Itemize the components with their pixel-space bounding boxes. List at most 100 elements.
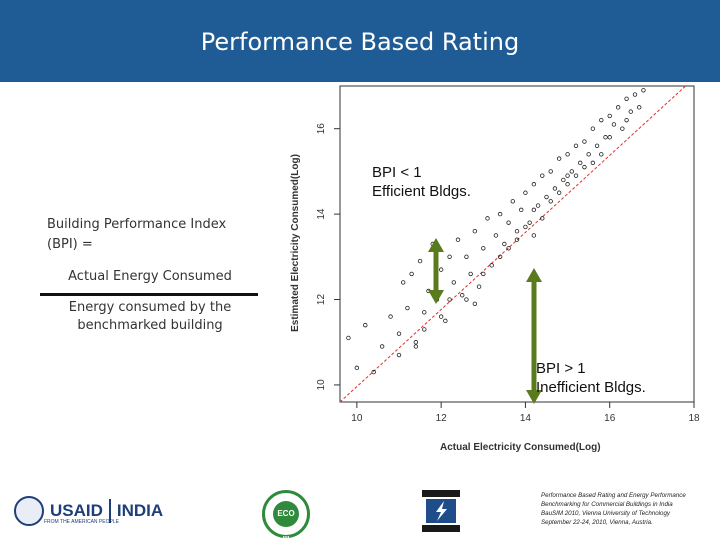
data-point bbox=[464, 254, 469, 260]
x-axis-label: Actual Electricity Consumed(Log) bbox=[440, 442, 601, 453]
data-point bbox=[346, 335, 351, 341]
data-point bbox=[497, 254, 503, 260]
data-point bbox=[582, 139, 587, 144]
data-point bbox=[506, 220, 511, 225]
data-point bbox=[573, 143, 579, 148]
usaid-logo: USAID INDIA bbox=[14, 496, 163, 526]
title-bar: Performance Based Rating bbox=[0, 0, 720, 82]
data-point bbox=[565, 152, 570, 157]
inefficient-note-line1: BPI > 1 bbox=[536, 360, 586, 377]
data-point bbox=[540, 216, 545, 221]
data-point bbox=[624, 117, 629, 123]
inefficient-note-line2: Inefficient Bldgs. bbox=[536, 379, 646, 396]
data-point bbox=[523, 224, 528, 230]
data-point bbox=[611, 122, 617, 127]
data-point bbox=[527, 220, 532, 225]
data-point bbox=[519, 207, 524, 213]
data-point bbox=[544, 194, 549, 200]
usaid-tagline: FROM THE AMERICAN PEOPLE bbox=[44, 519, 119, 525]
data-point bbox=[371, 369, 376, 375]
data-point bbox=[472, 301, 478, 306]
denominator-line2: benchmarked building bbox=[77, 318, 223, 333]
x-tick-label: 18 bbox=[688, 413, 700, 424]
data-point bbox=[607, 113, 612, 119]
data-point bbox=[451, 280, 456, 285]
data-point bbox=[455, 237, 461, 242]
plot-frame bbox=[339, 85, 695, 403]
data-point bbox=[489, 263, 494, 268]
x-tick-label: 16 bbox=[604, 413, 616, 424]
data-point bbox=[548, 199, 553, 204]
data-point bbox=[599, 152, 604, 157]
data-point bbox=[637, 105, 642, 110]
data-points bbox=[346, 88, 646, 375]
data-point bbox=[388, 314, 393, 319]
denominator-line1: Energy consumed by the bbox=[68, 300, 232, 315]
data-point bbox=[409, 271, 414, 277]
data-point bbox=[514, 237, 520, 242]
bpi-heading-line1: Building Performance Index bbox=[47, 217, 227, 232]
data-point bbox=[476, 284, 482, 289]
data-point bbox=[354, 365, 360, 371]
data-point bbox=[443, 318, 448, 324]
inefficient-arrow-down bbox=[526, 390, 542, 404]
efficient-note-line2: Efficient Bldgs. bbox=[372, 183, 471, 200]
data-point bbox=[573, 173, 579, 178]
y-tick-label: 16 bbox=[316, 123, 327, 135]
data-point bbox=[405, 305, 410, 311]
data-point bbox=[586, 152, 591, 157]
data-point bbox=[447, 254, 452, 260]
scatter-chart: 10 12 14 16 10 12 14 16 18 bbox=[316, 85, 700, 424]
x-axis: 10 12 14 16 18 bbox=[351, 402, 700, 424]
data-point bbox=[590, 160, 596, 166]
data-point bbox=[460, 293, 465, 298]
data-point bbox=[413, 340, 419, 345]
inefficient-arrow-up bbox=[526, 268, 542, 282]
data-point bbox=[379, 344, 385, 349]
regression-line bbox=[339, 85, 686, 403]
data-point bbox=[556, 156, 562, 161]
data-point bbox=[417, 258, 423, 264]
bee-logo-icon bbox=[422, 490, 460, 532]
data-point bbox=[422, 310, 427, 315]
data-point bbox=[561, 177, 566, 183]
data-point bbox=[481, 271, 486, 277]
data-point bbox=[438, 267, 444, 272]
data-point bbox=[632, 92, 638, 97]
y-tick-label: 14 bbox=[316, 208, 327, 220]
data-point bbox=[628, 109, 633, 114]
data-point bbox=[569, 169, 574, 174]
data-point bbox=[438, 314, 444, 319]
fraction-divider bbox=[40, 293, 258, 296]
data-point bbox=[493, 233, 499, 238]
slide-title: Performance Based Rating bbox=[200, 28, 520, 56]
data-point bbox=[607, 135, 612, 140]
data-point bbox=[531, 233, 537, 238]
data-point bbox=[502, 241, 507, 247]
data-point bbox=[540, 173, 545, 178]
y-tick-label: 10 bbox=[316, 379, 327, 391]
citation-text: Performance Based Rating and Energy Perf… bbox=[541, 492, 686, 526]
data-point bbox=[565, 182, 570, 187]
efficient-arrow-up bbox=[428, 238, 444, 252]
data-point bbox=[565, 173, 570, 178]
data-point bbox=[556, 190, 562, 195]
data-point bbox=[497, 211, 503, 217]
data-point bbox=[535, 203, 541, 208]
efficient-note: BPI < 1 Efficient Bldgs. bbox=[372, 163, 471, 201]
data-point bbox=[578, 160, 583, 166]
data-point bbox=[523, 190, 528, 195]
data-point bbox=[363, 322, 368, 328]
data-point bbox=[548, 169, 553, 174]
data-point bbox=[481, 246, 486, 251]
eco-iii-logo: ECO III bbox=[262, 490, 310, 544]
efficient-note-line1: BPI < 1 bbox=[372, 164, 422, 181]
data-point bbox=[552, 186, 558, 191]
fraction-denominator: Energy consumed by the benchmarked build… bbox=[40, 299, 260, 335]
data-point bbox=[401, 280, 406, 285]
arrows bbox=[428, 238, 542, 404]
data-point bbox=[468, 271, 473, 277]
x-tick-label: 10 bbox=[351, 413, 363, 424]
bpi-heading-line2: (BPI) = bbox=[47, 237, 93, 252]
data-point bbox=[464, 297, 469, 302]
